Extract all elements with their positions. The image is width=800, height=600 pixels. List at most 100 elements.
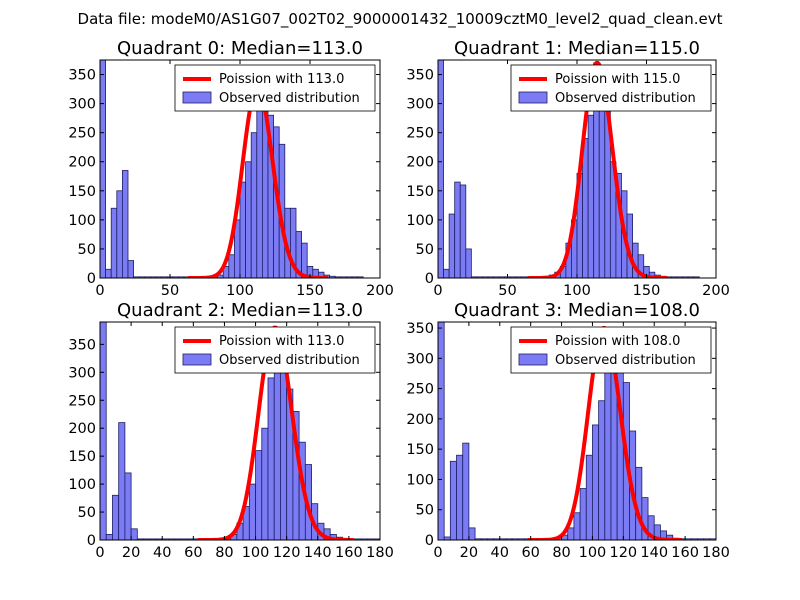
x-tick-label: 200 xyxy=(702,283,730,299)
x-tick-label: 120 xyxy=(273,545,301,561)
y-tick-label: 150 xyxy=(406,184,434,200)
x-tick-label: 140 xyxy=(304,545,332,561)
x-tick-label: 160 xyxy=(671,545,699,561)
axes-frame xyxy=(437,321,717,541)
x-tick-label: 150 xyxy=(296,283,324,299)
x-tick-label: 100 xyxy=(563,283,591,299)
histogram-bar xyxy=(105,268,112,278)
legend-bar-swatch xyxy=(182,353,212,366)
y-tick-label: 300 xyxy=(68,365,96,381)
histogram-bar xyxy=(465,248,472,278)
histogram-bar xyxy=(112,494,120,540)
axes-frame xyxy=(99,321,381,541)
histogram-bar xyxy=(438,322,445,540)
histogram-bar xyxy=(100,60,106,278)
x-tick-label: 0 xyxy=(433,545,442,561)
subplot-grid: 0 50 100 150 200050100150200250300350Quadran… xyxy=(68,38,730,561)
y-tick-label: 250 xyxy=(68,393,96,409)
y-tick-label: 350 xyxy=(406,321,434,337)
histogram-bar xyxy=(250,132,258,278)
y-tick-label: 0 xyxy=(425,271,434,287)
y-tick-label: 150 xyxy=(68,184,96,200)
histogram-bar xyxy=(110,207,118,278)
histogram-bar xyxy=(245,161,252,278)
y-tick-label: 200 xyxy=(406,412,434,428)
histogram-bar xyxy=(592,424,600,540)
poisson-fit-line xyxy=(527,60,668,278)
y-tick-label: 150 xyxy=(68,449,96,465)
y-tick-label: 350 xyxy=(406,68,434,84)
legend: Poission with 115.0 Observed distribution xyxy=(510,64,712,112)
histogram-bar xyxy=(357,276,364,278)
histogram-bar xyxy=(248,483,256,540)
histogram-bar xyxy=(118,422,126,540)
histogram-bar xyxy=(693,276,700,278)
x-tick-label: 180 xyxy=(702,545,730,561)
legend-label-observed: Observed distribution xyxy=(219,353,360,368)
histogram-bar xyxy=(261,427,269,540)
histogram-bar xyxy=(124,472,132,540)
x-tick-label: 50 xyxy=(498,283,516,299)
histogram-bar xyxy=(116,190,123,278)
histogram-bar xyxy=(598,400,606,540)
histogram-bar xyxy=(280,355,288,540)
y-tick-label: 50 xyxy=(416,503,434,519)
x-tick-label: 120 xyxy=(609,545,637,561)
histogram-bar xyxy=(449,460,457,540)
y-tick-label: 150 xyxy=(406,442,434,458)
x-tick-label: 100 xyxy=(579,545,607,561)
y-tick-label: 0 xyxy=(87,271,96,287)
legend-label-observed: Observed distribution xyxy=(555,353,696,368)
histogram-bar xyxy=(604,345,612,540)
histogram-bar xyxy=(462,442,470,540)
y-tick-label: 200 xyxy=(68,155,96,171)
y-tick-label: 0 xyxy=(87,533,96,549)
y-tick-label: 100 xyxy=(406,213,434,229)
histogram-bar xyxy=(228,254,235,278)
x-tick-label: 0 xyxy=(95,545,104,561)
subplot-quadrant-2: 0 20 40 60 80 100 120 140 160 1800501001502002503… xyxy=(68,300,394,561)
x-tick-label: 80 xyxy=(552,545,570,561)
histogram-bar xyxy=(598,85,606,278)
histogram-bar xyxy=(256,85,263,278)
histogram-bar xyxy=(456,454,464,540)
x-tick-label: 200 xyxy=(366,283,394,299)
subplot-title: Quadrant 3: Median=108.0 xyxy=(454,300,700,321)
legend-bar-swatch xyxy=(518,353,548,366)
x-tick-label: 180 xyxy=(366,545,394,561)
histogram-bar xyxy=(448,213,456,278)
legend-label-observed: Observed distribution xyxy=(219,91,360,106)
y-tick-label: 250 xyxy=(68,126,96,142)
y-tick-label: 100 xyxy=(68,477,96,493)
x-tick-label: 20 xyxy=(460,545,478,561)
y-tick-label: 350 xyxy=(68,68,96,84)
histogram-bar xyxy=(459,184,467,278)
legend-bar-swatch xyxy=(182,91,212,104)
y-tick-label: 300 xyxy=(406,351,434,367)
y-tick-label: 350 xyxy=(68,337,96,353)
subplot-quadrant-3: 0 20 40 60 80 100 120 140 160 1800501001502002503… xyxy=(406,300,730,561)
y-tick-label: 50 xyxy=(78,505,96,521)
histogram-bar xyxy=(122,170,129,278)
y-tick-label: 100 xyxy=(406,472,434,488)
x-tick-label: 100 xyxy=(226,283,254,299)
histogram-bar xyxy=(130,528,138,540)
x-tick-label: 40 xyxy=(491,545,509,561)
histogram-bar xyxy=(105,534,113,540)
legend: Poission with 113.0 Observed distribution xyxy=(174,326,376,374)
histogram-bar xyxy=(585,454,593,540)
y-tick-label: 200 xyxy=(406,155,434,171)
x-tick-label: 0 xyxy=(433,283,442,299)
y-tick-label: 0 xyxy=(425,533,434,549)
histogram-bar xyxy=(587,114,595,278)
y-tick-label: 100 xyxy=(68,213,96,229)
y-tick-label: 250 xyxy=(406,126,434,142)
histogram-bar xyxy=(127,260,134,278)
x-tick-label: 100 xyxy=(242,545,270,561)
y-tick-label: 50 xyxy=(78,242,96,258)
histogram-bar xyxy=(567,527,575,540)
y-tick-label: 50 xyxy=(416,242,434,258)
histogram-bar xyxy=(443,268,450,278)
x-tick-label: 140 xyxy=(640,545,668,561)
